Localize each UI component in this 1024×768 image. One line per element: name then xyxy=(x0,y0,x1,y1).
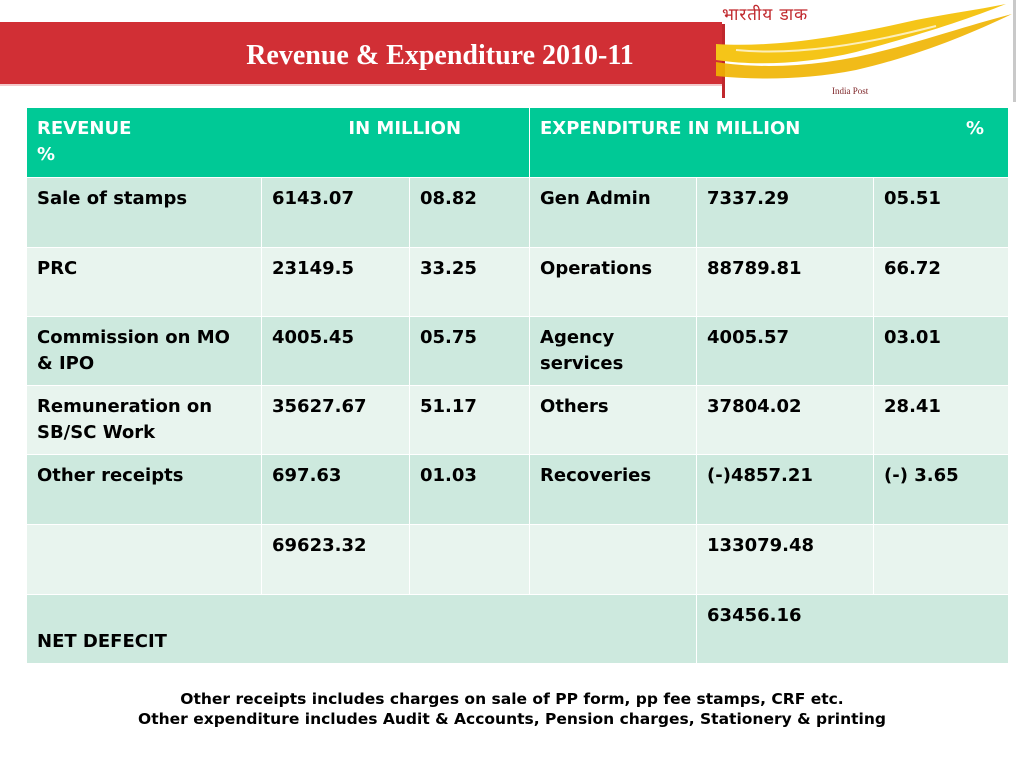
revenue-item: PRC xyxy=(26,247,262,317)
expenditure-percent: 66.72 xyxy=(873,247,1010,317)
page-title: Revenue & Expenditure 2010-11 xyxy=(246,40,634,71)
revenue-amount: 35627.67 xyxy=(261,385,410,455)
expenditure-item: Operations xyxy=(529,247,698,317)
revenue-item: Commission on MO & IPO xyxy=(26,316,262,386)
expenditure-amount: 7337.29 xyxy=(696,177,875,248)
footnotes: Other receipts includes charges on sale … xyxy=(0,689,1024,729)
revenue-expenditure-table: REVENUE IN MILLION % EXPENDITURE IN MILL… xyxy=(25,107,1010,664)
table-row: Remuneration on SB/SC Work 35627.67 51.1… xyxy=(26,385,1010,455)
expenditure-percent: (-) 3.65 xyxy=(873,454,1010,525)
revenue-item: Remuneration on SB/SC Work xyxy=(26,385,262,455)
revenue-amount: 697.63 xyxy=(261,454,410,525)
expenditure-header-percent: % xyxy=(965,118,985,139)
footnote-other-expenditure: Other expenditure includes Audit & Accou… xyxy=(138,710,886,728)
revenue-percent: 08.82 xyxy=(408,177,531,248)
expenditure-percent: 05.51 xyxy=(873,177,1010,248)
logo-english-text: India Post xyxy=(832,86,869,96)
expenditure-total: 133079.48 xyxy=(696,524,875,595)
footnote-other-receipts: Other receipts includes charges on sale … xyxy=(180,690,844,708)
revenue-amount: 23149.5 xyxy=(261,247,410,317)
expenditure-amount: (-)4857.21 xyxy=(696,454,875,525)
revenue-percent: 05.75 xyxy=(408,316,531,386)
logo-divider xyxy=(1013,0,1016,102)
revenue-header-label: REVENUE xyxy=(37,118,132,139)
table-header-row: REVENUE IN MILLION % EXPENDITURE IN MILL… xyxy=(25,107,1010,178)
expenditure-item: Gen Admin xyxy=(529,177,698,248)
india-post-swoosh-icon xyxy=(716,4,1012,98)
revenue-item: Other receipts xyxy=(26,454,262,525)
india-post-logo xyxy=(716,0,1024,106)
expenditure-percent: 03.01 xyxy=(873,316,1010,386)
revenue-percent: 01.03 xyxy=(408,454,531,525)
revenue-header-unit: IN MILLION xyxy=(348,118,462,139)
expenditure-percent: 28.41 xyxy=(873,385,1010,455)
logo-hindi-text: भारतीय डाक xyxy=(722,5,809,25)
net-deficit-row: NET DEFECIT 63456.16 xyxy=(25,594,1010,664)
revenue-total-pct-blank xyxy=(408,524,531,595)
expenditure-item: Others xyxy=(529,385,698,455)
revenue-percent: 33.25 xyxy=(408,247,531,317)
expenditure-header-label: EXPENDITURE IN MILLION xyxy=(540,118,801,139)
revenue-header-cell: REVENUE IN MILLION % xyxy=(25,107,531,178)
expenditure-item: Agency services xyxy=(529,316,698,386)
expenditure-amount: 4005.57 xyxy=(696,316,875,386)
expenditure-item: Recoveries xyxy=(529,454,698,525)
expenditure-total-blank xyxy=(529,524,698,595)
expenditure-total-pct-blank xyxy=(873,524,1010,595)
totals-row: 69623.32 133079.48 xyxy=(26,524,1010,595)
revenue-total: 69623.32 xyxy=(261,524,410,595)
table-row: Sale of stamps 6143.07 08.82 Gen Admin 7… xyxy=(26,177,1010,248)
revenue-amount: 4005.45 xyxy=(261,316,410,386)
revenue-percent: 51.17 xyxy=(408,385,531,455)
expenditure-header-cell: EXPENDITURE IN MILLION % xyxy=(529,107,1010,178)
expenditure-amount: 88789.81 xyxy=(696,247,875,317)
revenue-header-percent: % xyxy=(37,144,56,165)
table-row: Other receipts 697.63 01.03 Recoveries (… xyxy=(26,454,1010,525)
title-band xyxy=(0,22,722,84)
revenue-amount: 6143.07 xyxy=(261,177,410,248)
table-row: Commission on MO & IPO 4005.45 05.75 Age… xyxy=(26,316,1010,386)
table-row: PRC 23149.5 33.25 Operations 88789.81 66… xyxy=(26,247,1010,317)
expenditure-amount: 37804.02 xyxy=(696,385,875,455)
revenue-total-blank xyxy=(26,524,262,595)
top-margin xyxy=(0,0,1024,22)
title-band-underline xyxy=(0,84,722,86)
net-deficit-label: NET DEFECIT xyxy=(25,594,698,664)
net-deficit-value: 63456.16 xyxy=(696,594,1010,664)
revenue-item: Sale of stamps xyxy=(26,177,262,248)
